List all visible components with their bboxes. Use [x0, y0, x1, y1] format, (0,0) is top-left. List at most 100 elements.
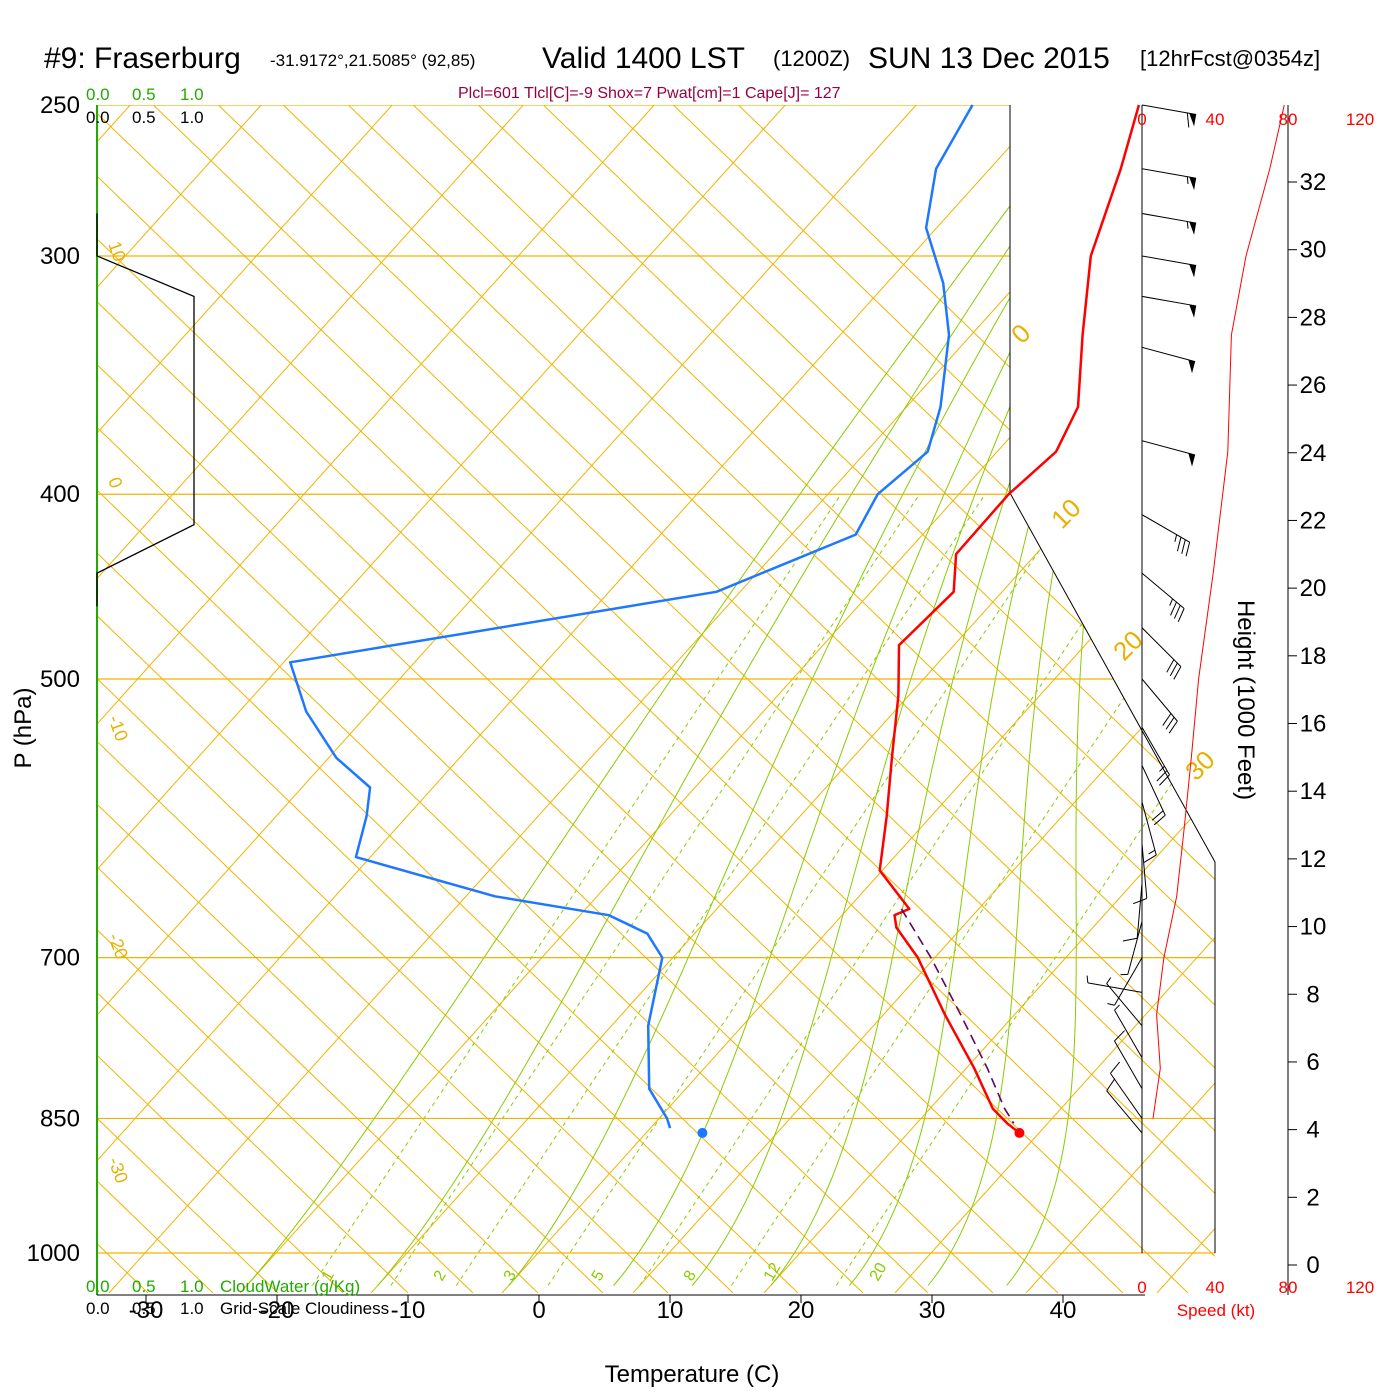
chart-grid — [97, 105, 1400, 1293]
dry-adiabat-line — [97, 105, 734, 1293]
wind-barb-flag — [1162, 713, 1172, 726]
wind-barb — [1141, 213, 1197, 235]
dry-adiabat-line — [97, 105, 1124, 1293]
cloud-cover-tick-1-bottom: 0.5 — [132, 1299, 156, 1318]
wind-barb-staff — [1141, 727, 1170, 776]
mixing-ratio-label: 20 — [867, 1260, 891, 1284]
wind-barb-flag — [1176, 537, 1182, 552]
moist-adiabat-line — [613, 105, 1142, 1286]
wind-barb-staff — [1141, 765, 1166, 816]
speed-tick-bottom: 80 — [1279, 1278, 1298, 1297]
dry-adiabat-line — [97, 105, 994, 1293]
dry-adiabat-line — [142, 105, 1215, 1293]
height-tick-label: 24 — [1300, 440, 1327, 467]
valid-time: Valid 1400 LST — [542, 42, 745, 75]
cloud-cover-label: Grid-Scale Cloudiness — [220, 1299, 389, 1318]
isotherm-line — [97, 105, 786, 1293]
mixing-ratio-line — [639, 493, 1169, 1286]
wind-barb — [1141, 104, 1197, 128]
parcel-line — [900, 908, 1015, 1124]
isotherm-label: 30 — [1179, 745, 1221, 787]
wind-barb-flag — [1181, 539, 1186, 554]
wind-barb-staff — [1141, 104, 1197, 116]
dry-adiabat-line — [97, 105, 604, 1293]
wind-barb — [1086, 975, 1143, 993]
wind-barb — [1120, 921, 1143, 976]
wind-barb-flag — [1110, 1061, 1121, 1074]
frame-right — [1009, 105, 1216, 1253]
height-tick-label: 10 — [1300, 914, 1327, 941]
station-title: #9: Fraserburg — [44, 42, 241, 75]
speed-tick-bottom: 120 — [1346, 1278, 1374, 1297]
moist-adiabat-line — [246, 105, 1087, 1286]
plot-frame — [96, 105, 1289, 1296]
moist-adiabat-line — [508, 105, 1127, 1286]
height-tick-label: 12 — [1300, 846, 1327, 873]
surface-temperature-dot — [1014, 1127, 1025, 1138]
moist-adiabat-line — [377, 105, 1107, 1286]
height-tick-label: 14 — [1300, 778, 1327, 805]
wind-barb-flag — [1159, 774, 1170, 786]
cloud-water-tick-2-bottom: 1.0 — [180, 1277, 204, 1296]
dry-adiabat-line — [97, 105, 1059, 1293]
height-tick-label: 30 — [1300, 237, 1327, 264]
y-tick-label: 850 — [40, 1105, 80, 1132]
wind-barb-half-flag — [1148, 849, 1156, 855]
wind-barb-half-flag — [1086, 975, 1089, 983]
cloud-cover-line — [96, 213, 195, 607]
x-tick-label: 40 — [1050, 1297, 1077, 1324]
isotherm-line — [1288, 105, 1400, 1293]
speed-tick-top: 40 — [1206, 110, 1225, 129]
isotherm-line — [97, 105, 393, 1293]
dry-adiabat-line — [597, 105, 1215, 1293]
wind-barb-staff — [1141, 801, 1157, 856]
isotherm-line — [239, 105, 1215, 1293]
isotherm-label: 10 — [1045, 493, 1087, 535]
cloud-water-tick-1: 0.5 — [132, 85, 156, 104]
dry-adiabat-line — [402, 105, 1215, 1293]
valid-date: SUN 13 Dec 2015 — [868, 42, 1110, 75]
y-tick-label: 250 — [40, 92, 80, 119]
mixing-ratio-label: 8 — [681, 1268, 700, 1284]
wind-barb-flag — [1165, 717, 1175, 730]
isotherm-label: -30 — [104, 1155, 132, 1186]
wind-barb-flag — [1170, 601, 1177, 616]
y-tick-label: 300 — [40, 243, 80, 270]
wind-barb-half-flag — [1186, 221, 1189, 229]
cloud-cover-tick-1: 0.5 — [132, 108, 156, 127]
x-tick-label: 20 — [788, 1297, 815, 1324]
sounding-series — [288, 104, 1141, 1138]
isotherm-line — [1025, 105, 1215, 1293]
wind-barb-staff — [1087, 982, 1143, 993]
wind-barbs — [1086, 104, 1197, 1134]
isotherm-line — [1156, 105, 1215, 1293]
wind-barb-staff — [1136, 883, 1143, 939]
wind-barb-flag — [1168, 720, 1178, 734]
x-tick-label: -20 — [260, 1297, 295, 1324]
height-tick-label: 32 — [1300, 169, 1327, 196]
x-tick-label: 0 — [532, 1297, 545, 1324]
isotherm-line — [894, 105, 1215, 1293]
wind-barb — [1141, 168, 1197, 191]
y-tick-label: 500 — [40, 666, 80, 693]
wind-barb-half-flag — [1169, 598, 1174, 606]
wind-barb-flag — [1186, 112, 1190, 128]
speed-axis-title: Speed (kt) — [1177, 1301, 1255, 1320]
dry-adiabat-line — [207, 105, 1215, 1293]
mixing-ratio-label: 3 — [501, 1268, 520, 1284]
mixing-ratio-labels: 1 2 3 5 8 12 20 — [319, 1260, 891, 1284]
speed-tick-top: 120 — [1346, 110, 1374, 129]
mixing-ratio-line — [547, 493, 1078, 1286]
wind-barb — [1141, 572, 1185, 622]
wind-barb-half-flag — [1159, 765, 1165, 772]
speed-tick-bottom: 0 — [1137, 1278, 1146, 1297]
cloud-water-tick-0-bottom: 0.0 — [86, 1277, 110, 1296]
wind-barb-staff — [1141, 678, 1178, 722]
wind-barb — [1141, 514, 1191, 557]
wind-barb — [1141, 255, 1197, 278]
wind-barb — [1141, 346, 1196, 374]
speed-tick-top: 80 — [1279, 110, 1298, 129]
wind-barb-staff — [1114, 1040, 1143, 1089]
